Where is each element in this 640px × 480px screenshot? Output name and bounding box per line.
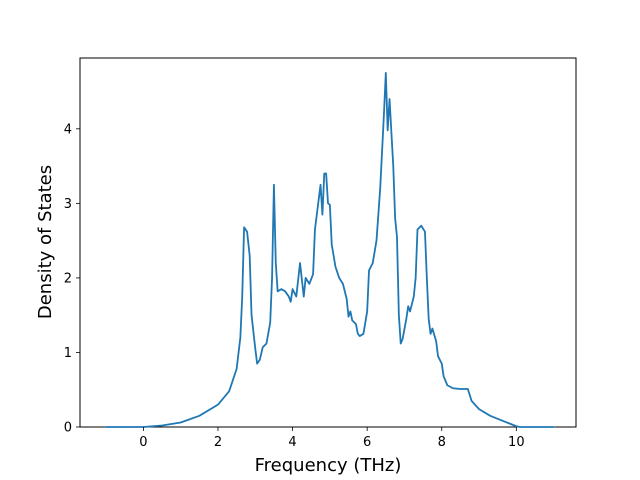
y-tick-label: 1 [64, 346, 72, 361]
plot-area [79, 57, 577, 428]
x-axis-ticks: 0 2 4 6 8 10 [139, 427, 525, 450]
x-tick-label: 2 [214, 435, 222, 450]
y-tick-label: 2 [64, 271, 72, 286]
x-axis-label: Frequency (THz) [255, 455, 402, 476]
x-tick-label: 10 [508, 435, 525, 450]
x-tick-label: 0 [139, 435, 147, 450]
y-axis-ticks: 0 1 2 3 4 [64, 122, 80, 436]
series-layer [105, 72, 555, 428]
x-tick-label: 8 [438, 435, 446, 450]
y-tick-label: 4 [64, 122, 72, 137]
y-tick-label: 3 [64, 197, 72, 212]
dos-series-line [105, 72, 555, 428]
x-tick-label: 6 [363, 435, 371, 450]
y-tick-label: 0 [64, 421, 72, 436]
x-tick-label: 4 [288, 435, 296, 450]
axes-frame [79, 57, 577, 428]
y-axis-label: Density of States [35, 165, 56, 319]
